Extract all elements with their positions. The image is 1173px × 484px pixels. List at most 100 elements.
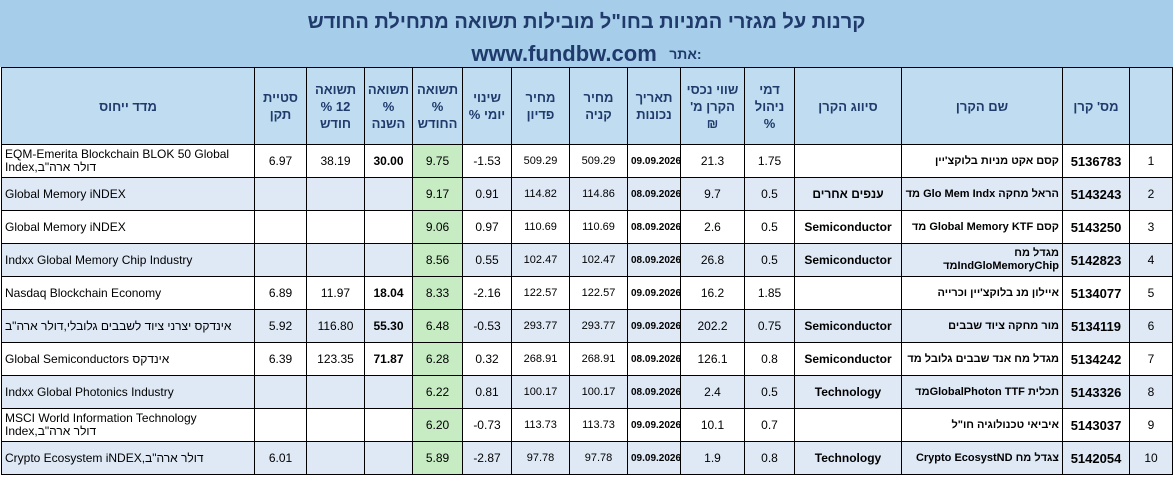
cell-ret-year: 55.30 (364, 309, 413, 343)
cell-rank: 9 (1129, 408, 1173, 442)
cell-ret12 (306, 210, 365, 244)
header-index: מדד ייחוס (1, 67, 255, 145)
cell-ret-month: 9.06 (412, 210, 463, 244)
header-fee: דמי ניהול % (744, 67, 795, 145)
table-row[interactable]: אינדקס יצרני ציוד לשבבים גלובלי,דולר ארה… (1, 309, 1173, 343)
cell-fund-id: 5143250 (1062, 210, 1130, 244)
cell-ret-year: 30.00 (364, 144, 413, 178)
cell-fund-id: 5136783 (1062, 144, 1130, 178)
cell-stdev: 5.92 (254, 309, 307, 343)
cell-ret12: 38.19 (306, 144, 365, 178)
header-row: מדד ייחוס סטיית תקן תשואה 12 % חודש תשוא… (1, 67, 1173, 145)
cell-redeem-price: 102.47 (511, 243, 570, 277)
header-fund-id: מס' קרן (1062, 67, 1130, 145)
cell-redeem-price: 100.17 (511, 375, 570, 409)
cell-ret12: 11.97 (306, 276, 365, 310)
cell-assets: 26.8 (680, 243, 745, 277)
table-row[interactable]: Global Memory iNDEX 9.06 0.97 110.69 110.69 0… (1, 210, 1173, 244)
cell-ret12: 116.80 (306, 309, 365, 343)
table-row[interactable]: EQM-Emerita Blockchain BLOK 50 Global In… (1, 144, 1173, 178)
header-redeem-price: מחיר פדיון (511, 67, 570, 145)
cell-day-change: 0.81 (462, 375, 512, 409)
cell-name: תכלית GlobalPhoton TTFמד (901, 375, 1063, 409)
table-row[interactable]: Global Memory iNDEX 9.17 0.91 114.82 114.86 0… (1, 177, 1173, 211)
table-row[interactable]: Indxx Global Memory Chip Industry 8.56 0.5… (1, 243, 1173, 277)
cell-rank: 1 (1129, 144, 1173, 178)
cell-ret-year: 18.04 (364, 276, 413, 310)
cell-redeem-price: 268.91 (511, 342, 570, 376)
cell-stdev (254, 375, 307, 409)
cell-index: MSCI World Information Technology Index,… (1, 408, 255, 442)
cell-name: מגדל מח אנד שבבים גלובל מד (901, 342, 1063, 376)
cell-fund-id: 5143037 (1062, 408, 1130, 442)
header-classification: סיווג הקרן (794, 67, 902, 145)
cell-ret-month: 8.33 (412, 276, 463, 310)
table-row[interactable]: Crypto Ecosystem iNDEX,דולר ארה"ב 6.01 5.8… (1, 441, 1173, 475)
cell-buy-price: 293.77 (569, 309, 628, 343)
cell-ret-year (364, 441, 413, 475)
cell-cls: Semiconductor (794, 243, 902, 277)
cell-ret-year (364, 210, 413, 244)
cell-fee: 0.8 (744, 342, 795, 376)
cell-rank: 6 (1129, 309, 1173, 343)
cell-date: 09.09.2026 (627, 276, 681, 310)
cell-redeem-price: 113.73 (511, 408, 570, 442)
cell-rank: 4 (1129, 243, 1173, 277)
cell-name: איילון מנ בלוקצ'יין וכרייה (901, 276, 1063, 310)
cell-fee: 1.75 (744, 144, 795, 178)
cell-assets: 2.6 (680, 210, 745, 244)
cell-buy-price: 113.73 (569, 408, 628, 442)
cell-redeem-price: 293.77 (511, 309, 570, 343)
cell-assets: 16.2 (680, 276, 745, 310)
site-url[interactable]: www.fundbw.com (471, 41, 657, 66)
cell-ret-year (364, 408, 413, 442)
cell-cls: ענפים אחרים (794, 177, 902, 211)
cell-ret-month: 6.20 (412, 408, 463, 442)
cell-fee: 0.5 (744, 243, 795, 277)
cell-fund-id: 5134242 (1062, 342, 1130, 376)
cell-day-change: 0.32 (462, 342, 512, 376)
cell-stdev: 6.89 (254, 276, 307, 310)
cell-fee: 0.5 (744, 375, 795, 409)
cell-buy-price: 122.57 (569, 276, 628, 310)
cell-index: Global Semiconductors אינדקס (1, 342, 255, 376)
cell-assets: 2.4 (680, 375, 745, 409)
cell-buy-price: 100.17 (569, 375, 628, 409)
table-row[interactable]: MSCI World Information Technology Index,… (1, 408, 1173, 442)
header-buy-price: מחיר קניה (569, 67, 628, 145)
cell-name: הראל מחקה Glo Mem Indx מד (901, 177, 1063, 211)
cell-day-change: 0.55 (462, 243, 512, 277)
cell-stdev: 6.39 (254, 342, 307, 376)
cell-fee: 0.5 (744, 177, 795, 211)
cell-buy-price: 110.69 (569, 210, 628, 244)
cell-ret-year: 71.87 (364, 342, 413, 376)
cell-date: 09.09.2026 (627, 309, 681, 343)
cell-ret12: 123.35 (306, 342, 365, 376)
cell-cls: Semiconductor (794, 309, 902, 343)
title-banner (0, 0, 1173, 67)
cell-redeem-price: 97.78 (511, 441, 570, 475)
table-row[interactable]: Indxx Global Photonics Industry 6.22 0.81 1… (1, 375, 1173, 409)
cell-day-change: -2.87 (462, 441, 512, 475)
cell-index: EQM-Emerita Blockchain BLOK 50 Global In… (1, 144, 255, 178)
cell-rank: 7 (1129, 342, 1173, 376)
cell-rank: 5 (1129, 276, 1173, 310)
cell-ret12 (306, 375, 365, 409)
cell-fee: 0.8 (744, 441, 795, 475)
cell-ret12 (306, 177, 365, 211)
cell-assets: 21.3 (680, 144, 745, 178)
cell-index: Crypto Ecosystem iNDEX,דולר ארה"ב (1, 441, 255, 475)
cell-index: Global Memory iNDEX (1, 177, 255, 211)
cell-name: קסם אקט מניות בלוקצ'יין (901, 144, 1063, 178)
table-row[interactable]: Nasdaq Blockchain Economy 6.89 11.97 18.04 8… (1, 276, 1173, 310)
cell-fee: 0.5 (744, 210, 795, 244)
table-row[interactable]: Global Semiconductors אינדקס 6.39 123.35 71… (1, 342, 1173, 376)
cell-date: 09.09.2026 (627, 144, 681, 178)
cell-fund-id: 5142054 (1062, 441, 1130, 475)
header-return-month: תשואה % החודש (412, 67, 463, 145)
cell-date: 08.09.2026 (627, 342, 681, 376)
cell-ret-month: 9.17 (412, 177, 463, 211)
header-stdev: סטיית תקן (254, 67, 307, 145)
cell-date: 08.09.2026 (627, 177, 681, 211)
